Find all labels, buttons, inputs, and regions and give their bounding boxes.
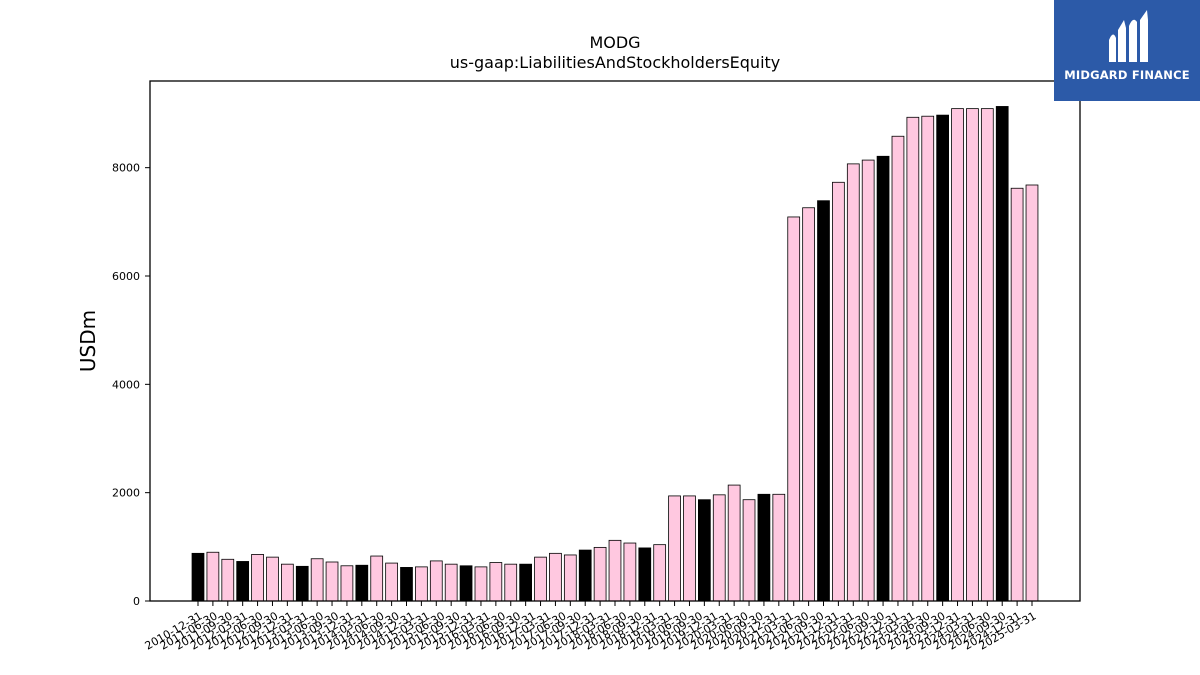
bar-2024-09-30 (1010, 187, 1024, 602)
bar-2021-09-30 (832, 181, 845, 602)
bar-2019-12-31 (727, 484, 741, 602)
bar-2015-12-31 (489, 562, 503, 602)
bar-2020-09-30 (772, 493, 786, 602)
bar-2024-03-31 (980, 108, 994, 602)
bar-2024-12-31 (1025, 184, 1039, 602)
bar-series (191, 106, 1039, 602)
y-tick-label: 4000 (112, 378, 140, 391)
bar-2011-09-30 (236, 561, 250, 602)
y-axis-ticks: 0 2000 4000 6000 8000 (112, 162, 150, 608)
bar-2018-03-31 (623, 542, 637, 602)
bar-2020-03-31 (742, 499, 756, 602)
bar-2021-06-30 (817, 200, 830, 602)
bar-2020-12-31 (787, 216, 801, 602)
bar-2016-06-30 (519, 563, 533, 602)
bar-2016-03-31 (504, 563, 518, 602)
bar-2013-03-31 (325, 561, 339, 602)
bar-2022-09-30 (891, 135, 905, 602)
y-tick-label: 2000 (112, 487, 140, 500)
bar-2012-12-31 (310, 558, 324, 602)
bar-2017-06-30 (578, 549, 592, 602)
y-tick-label: 0 (133, 595, 140, 608)
chart-subtitle: us-gaap:LiabilitiesAndStockholdersEquity (450, 53, 781, 72)
bar-2019-09-30 (712, 494, 726, 602)
bar-2012-03-31 (266, 556, 279, 602)
bar-2018-12-31 (668, 495, 681, 602)
bar-2011-03-31 (206, 551, 220, 602)
x-axis-ticks: 2010-12-312011-06-302011-09-302012-03-31… (143, 601, 1039, 653)
bar-2023-09-30 (951, 108, 964, 602)
chart-title: MODG (589, 33, 640, 52)
bar-2012-06-30 (280, 563, 294, 602)
bar-2022-12-31 (906, 116, 920, 602)
bar-2017-03-31 (563, 554, 577, 602)
y-axis-label: USDm (76, 310, 100, 372)
bar-2015-06-30 (459, 565, 473, 602)
bar-2014-12-31 (429, 560, 443, 602)
bar-2011-06-30 (221, 558, 235, 602)
bar-2016-12-31 (549, 552, 562, 602)
bar-2014-06-30 (400, 567, 413, 602)
bar-2016-09-30 (534, 556, 547, 602)
bar-2012-09-30 (295, 565, 309, 602)
bar-2023-06-30 (936, 114, 950, 602)
bar-2014-09-30 (415, 566, 428, 602)
bar-2014-03-31 (385, 562, 398, 602)
bar-2015-09-30 (474, 566, 488, 602)
bar-2015-03-31 (444, 563, 458, 602)
logo-mark-icon (1109, 10, 1148, 62)
bar-2017-12-31 (608, 539, 622, 602)
bar-2019-03-31 (683, 495, 696, 602)
bar-2023-12-31 (966, 108, 979, 602)
bar-2024-06-30 (995, 106, 1009, 602)
y-tick-label: 8000 (112, 162, 140, 175)
bar-2022-03-31 (861, 159, 875, 602)
bar-2018-09-30 (653, 544, 667, 602)
bar-2021-03-31 (802, 207, 815, 602)
y-tick-label: 6000 (112, 270, 140, 283)
bar-2013-06-30 (340, 565, 354, 602)
bar-2021-12-31 (846, 163, 860, 602)
bar-2022-06-30 (876, 155, 890, 602)
bar-2017-09-30 (593, 546, 607, 602)
bar-2011-12-31 (251, 554, 264, 602)
bar-2020-06-30 (757, 493, 771, 602)
bar-2018-06-30 (638, 547, 652, 602)
logo-text: MIDGARD FINANCE (1064, 68, 1190, 82)
bar-2013-12-31 (370, 555, 384, 602)
midgard-finance-logo: MIDGARD FINANCE (1054, 0, 1200, 101)
plot-frame (149, 80, 1081, 602)
bar-2023-03-31 (921, 115, 935, 602)
bar-2013-09-30 (355, 564, 369, 602)
bar-2019-06-30 (698, 499, 711, 602)
bar-2010-12-31 (191, 552, 205, 602)
